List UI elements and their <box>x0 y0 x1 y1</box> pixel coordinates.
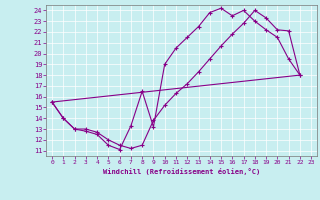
X-axis label: Windchill (Refroidissement éolien,°C): Windchill (Refroidissement éolien,°C) <box>103 168 260 175</box>
